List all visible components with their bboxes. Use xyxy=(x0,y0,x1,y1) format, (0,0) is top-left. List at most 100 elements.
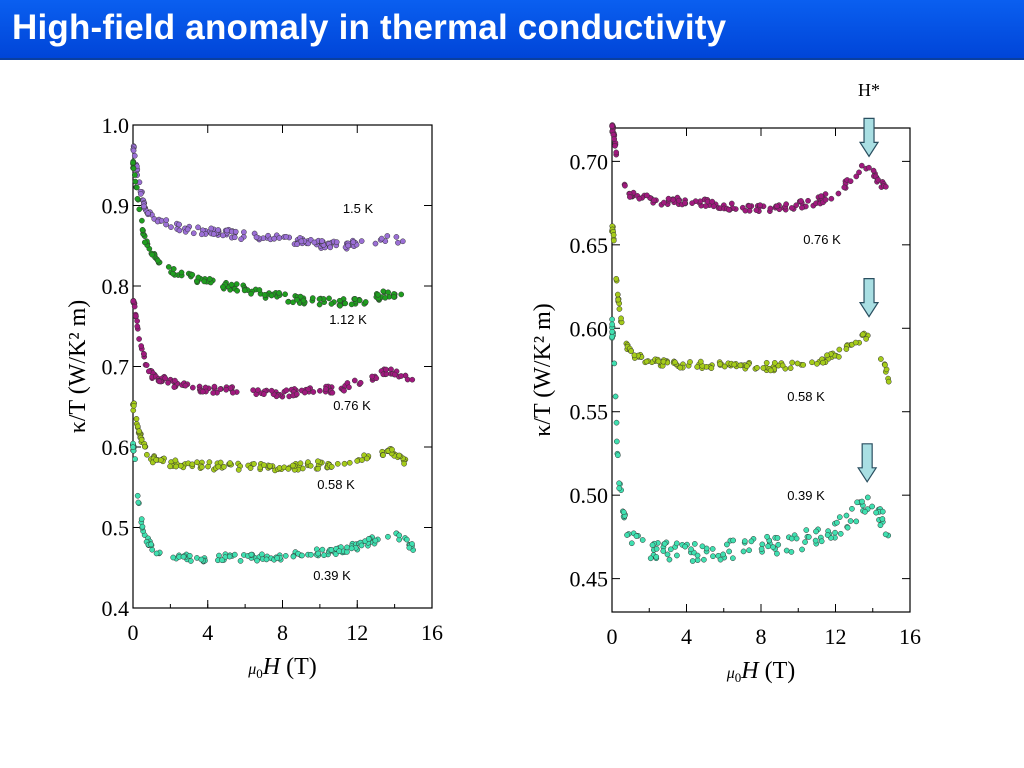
data-point xyxy=(223,386,229,393)
data-point xyxy=(234,287,241,294)
data-point xyxy=(710,203,717,210)
data-point xyxy=(616,306,623,312)
data-point xyxy=(176,221,182,228)
data-point xyxy=(263,556,270,563)
data-point xyxy=(622,182,628,189)
data-point xyxy=(383,366,389,373)
data-point xyxy=(228,281,235,288)
data-point xyxy=(211,383,218,390)
data-point xyxy=(853,518,860,525)
data-point xyxy=(309,295,316,301)
data-point xyxy=(836,346,843,353)
data-point xyxy=(885,378,892,385)
data-point xyxy=(837,530,844,537)
data-point xyxy=(285,466,292,472)
data-point xyxy=(134,323,141,330)
data-point xyxy=(132,172,138,178)
data-point xyxy=(636,195,643,202)
data-point xyxy=(149,251,156,258)
h-star-arrow xyxy=(858,277,880,318)
data-point xyxy=(132,178,139,185)
data-point xyxy=(380,452,386,459)
data-point xyxy=(326,295,332,302)
data-point xyxy=(870,167,877,174)
data-point xyxy=(385,533,391,540)
data-point xyxy=(398,373,405,379)
data-point xyxy=(391,371,398,378)
data-point xyxy=(627,194,633,200)
data-point xyxy=(382,294,389,301)
data-point xyxy=(190,230,197,237)
data-point xyxy=(362,299,369,305)
series-label: 0.76 K xyxy=(803,232,841,247)
data-point xyxy=(328,463,335,470)
data-point xyxy=(145,210,151,217)
data-point xyxy=(189,384,196,391)
data-point xyxy=(852,339,859,346)
data-point xyxy=(134,195,141,202)
data-point xyxy=(336,548,343,555)
data-point xyxy=(375,291,381,298)
data-point xyxy=(882,531,889,538)
data-point xyxy=(847,178,854,185)
data-point xyxy=(864,494,871,501)
data-point xyxy=(610,237,617,244)
h-star-arrow xyxy=(857,443,878,483)
data-point xyxy=(728,200,735,207)
data-point xyxy=(208,225,215,232)
series-label: 1.12 K xyxy=(329,312,367,327)
x-tick-label: 0 xyxy=(607,624,618,649)
data-point xyxy=(131,152,138,159)
data-point xyxy=(789,359,796,366)
data-point xyxy=(742,207,749,214)
data-point xyxy=(835,190,842,197)
x-tick-label: 16 xyxy=(899,624,921,649)
data-point xyxy=(691,541,698,547)
data-point xyxy=(182,382,189,389)
series-0-58-K xyxy=(130,400,409,474)
data-point xyxy=(248,551,255,558)
data-point xyxy=(133,313,139,319)
y-tick-label: 1.0 xyxy=(102,113,130,138)
data-point xyxy=(740,548,747,555)
data-point xyxy=(241,287,248,294)
series-0-76-K xyxy=(609,122,889,215)
data-point xyxy=(774,550,780,557)
data-point xyxy=(709,198,716,205)
data-point xyxy=(783,201,790,208)
data-point xyxy=(701,556,707,563)
data-point xyxy=(319,238,325,244)
data-point xyxy=(139,217,145,224)
data-point xyxy=(853,173,860,180)
data-point xyxy=(661,199,667,206)
data-point xyxy=(765,543,771,550)
data-point xyxy=(824,532,831,538)
x-tick-label: 4 xyxy=(681,624,692,649)
data-point xyxy=(130,147,137,154)
y-tick-label: 0.70 xyxy=(570,149,609,174)
data-point xyxy=(689,558,696,564)
data-point xyxy=(369,373,375,380)
data-point xyxy=(628,540,635,547)
data-point xyxy=(140,350,147,357)
data-point xyxy=(879,516,886,522)
data-point xyxy=(613,275,620,282)
data-point xyxy=(793,535,800,542)
data-point xyxy=(616,485,623,492)
data-point xyxy=(354,458,361,464)
data-point xyxy=(294,296,300,303)
series-label: 0.39 K xyxy=(313,568,351,583)
data-point xyxy=(307,462,314,469)
data-point xyxy=(359,457,365,463)
data-point xyxy=(315,465,321,472)
data-point xyxy=(725,206,732,213)
data-point xyxy=(195,224,201,231)
data-point xyxy=(863,336,870,342)
data-point xyxy=(699,543,706,550)
data-point xyxy=(813,528,819,535)
data-point xyxy=(655,358,662,365)
data-point xyxy=(399,238,406,245)
data-point xyxy=(220,284,226,290)
data-point xyxy=(136,428,143,435)
data-point xyxy=(206,459,213,465)
